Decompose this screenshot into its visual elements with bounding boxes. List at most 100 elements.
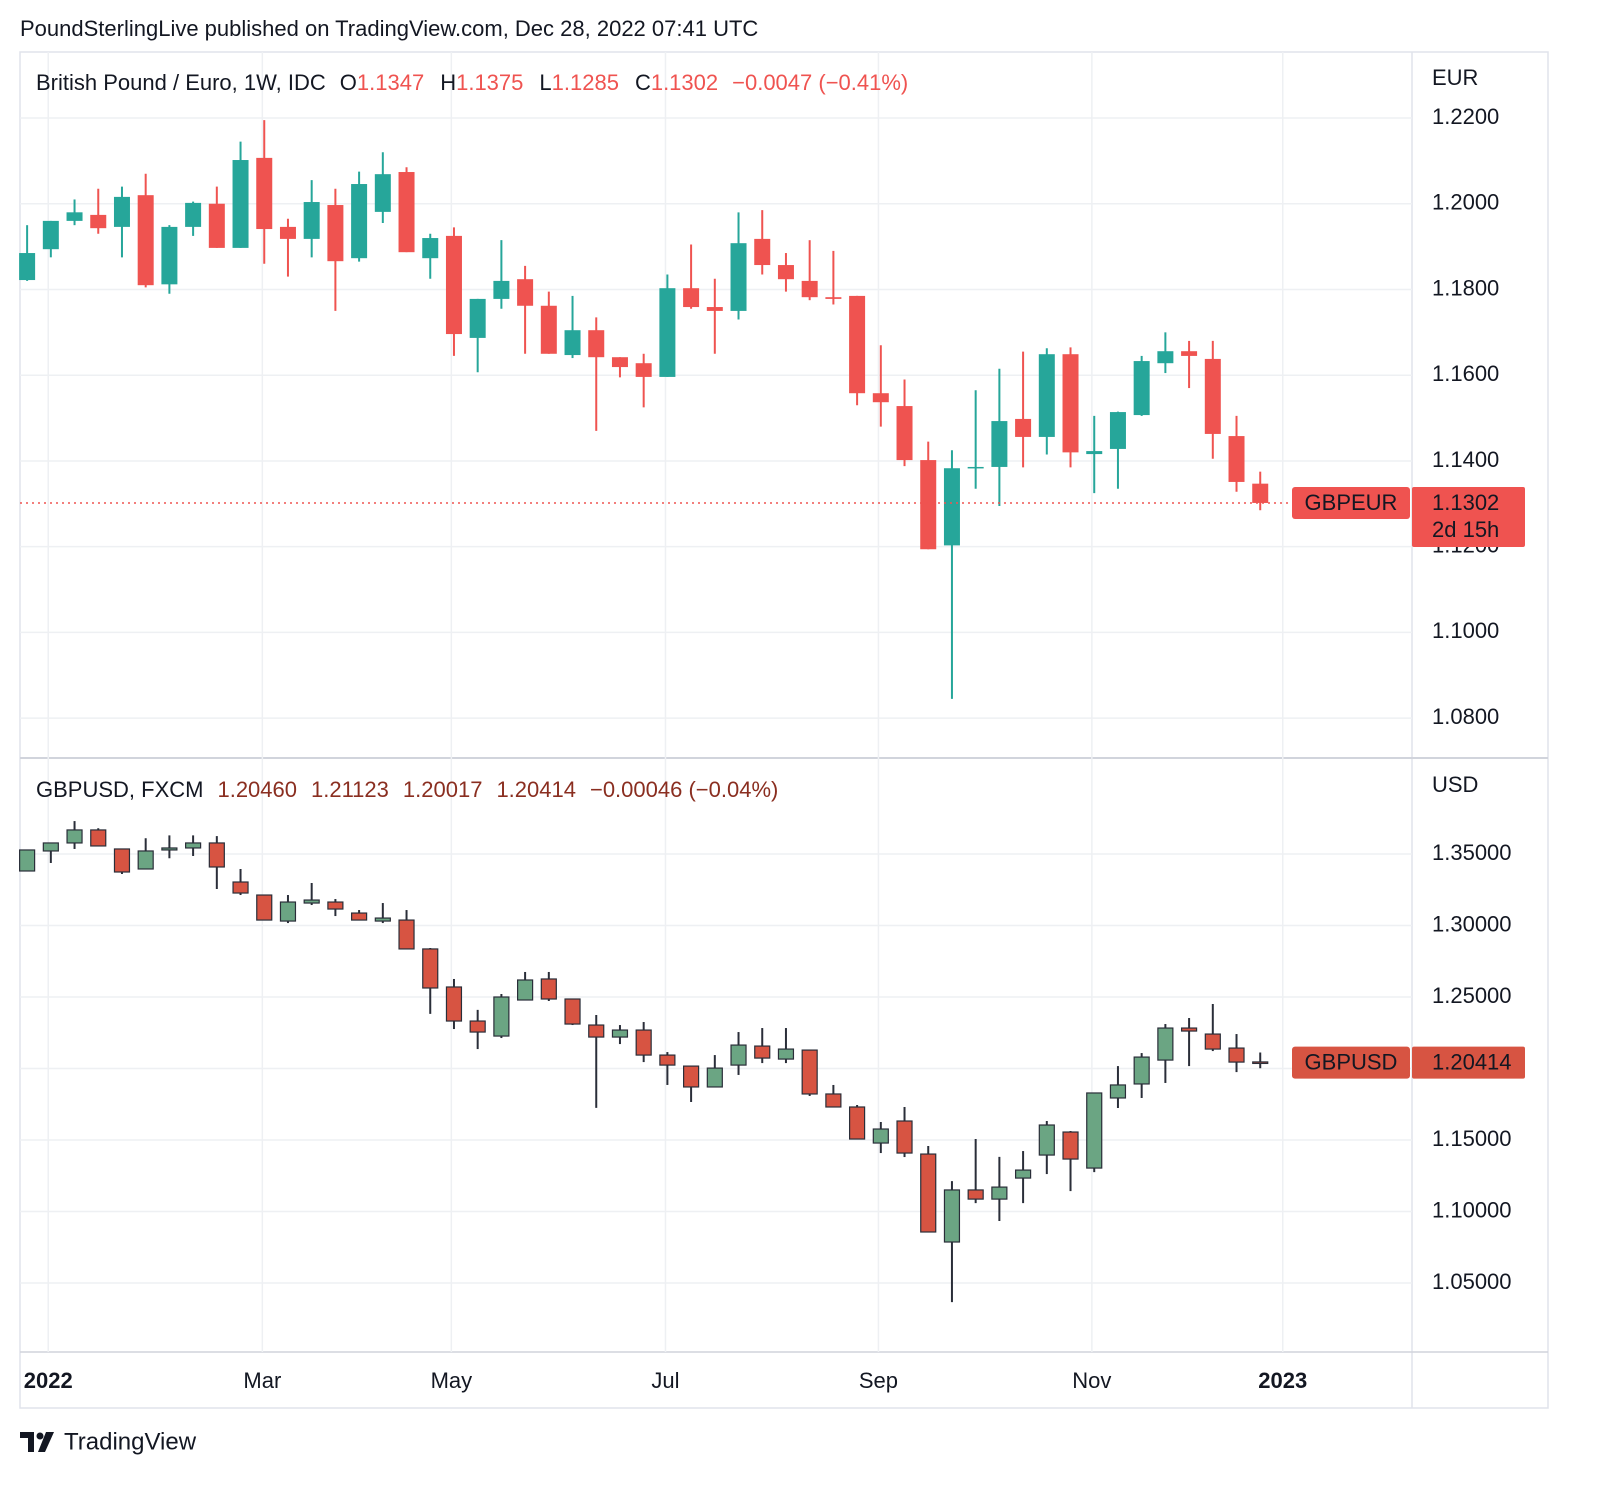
candle-body [469,1020,486,1033]
candle-body [683,288,700,308]
candle-body [517,279,534,306]
price-tag-label: 1.1302 [1432,490,1499,515]
y-tick-label: 1.0800 [1432,704,1499,729]
candle-body [256,894,273,921]
candle-body [683,1065,700,1088]
candle-body [991,1186,1008,1200]
y-tick-label: 1.35000 [1432,840,1512,865]
legend-value: 1.20460 [217,777,297,802]
candle-body [943,468,960,546]
candle-body [896,1120,913,1154]
candle-body [564,998,581,1025]
candle-body [825,1093,842,1108]
candle-body [185,202,202,227]
candle-body [374,917,391,922]
candle-body [848,1106,866,1140]
candle-body [493,996,510,1037]
candle-body [422,948,439,989]
candle-body [1228,1047,1245,1063]
candle-body [801,1049,818,1095]
candle-body [327,901,344,910]
y-tick-label: 1.2000 [1432,190,1499,215]
candle-body [801,280,818,298]
candle-body [42,220,59,250]
candle-body [351,184,368,259]
candle-body [967,1189,984,1200]
candle-body [279,901,297,922]
published-note: PoundSterlingLive published on TradingVi… [20,16,758,41]
candle-body [849,295,866,394]
y-tick-label: 1.1600 [1432,361,1499,386]
candle-body [872,1128,889,1144]
candle-body [611,1029,629,1038]
brand-logo [20,1432,54,1452]
candle-body [754,1045,771,1059]
candle-body [327,205,344,262]
symbol-tag [1292,1046,1410,1079]
x-tick-label: 2023 [1258,1368,1307,1393]
candle-body [920,460,937,550]
candle-body [1086,451,1103,455]
candle-body [469,298,486,338]
candle-body [445,235,462,335]
candle-body [1038,354,1055,437]
candle-body [398,172,415,253]
legend-prefix: C [635,70,651,95]
candle-body [611,357,628,368]
symbol-tag [1292,486,1410,519]
candle-body [967,466,984,469]
candle-body [1062,354,1079,453]
candle-body [161,226,178,285]
candle-body [113,196,130,227]
candle-body [540,305,557,354]
candle-body [185,842,202,849]
candle-body [279,226,296,239]
candle-body [1086,1092,1103,1169]
legend-header: British Pound / Euro, 1W, IDC O1.1347 H1.1… [36,70,908,95]
candle-body [1109,412,1126,449]
candle-body [137,850,154,870]
y-tick-label: 1.10000 [1432,1197,1512,1222]
candle-body [517,979,534,1001]
candle-body [635,1029,652,1056]
candle-body [1204,358,1221,434]
candle-body [991,421,1008,467]
candle-body [777,265,794,280]
symbol-tag-label: GBPEUR [1305,490,1398,515]
candle-body [730,243,747,311]
candle-body [730,1044,747,1066]
candle-body [1180,1027,1198,1032]
candle-body [1157,351,1174,364]
candle-body [564,330,581,356]
symbol-tag-label: GBPUSD [1305,1049,1398,1074]
y-tick-label: 1.05000 [1432,1269,1512,1294]
candle-body [161,847,178,851]
candle-body [659,1054,676,1066]
candle-body [659,288,676,377]
candle-body [303,202,320,239]
candle-body [208,203,225,248]
legend-title: British Pound / Euro, 1W, IDC [36,70,326,95]
candle-body [1133,361,1150,416]
candle-body [706,1067,723,1088]
candle-body [493,280,510,299]
candle-body [19,849,36,872]
x-tick-label: Jul [651,1368,679,1393]
y-tick-label: 1.1400 [1432,447,1499,472]
legend-value: 1.1375 [456,70,523,95]
candle-body [256,157,273,230]
candle-body [635,363,652,377]
legend-value: 1.1302 [651,70,718,95]
candle-body [422,238,439,259]
candle-body [1252,1061,1269,1065]
legend-header: GBPUSD, FXCM 1.20460 1.21123 1.20017 1.20414… [36,777,778,802]
candle-body [1015,418,1032,437]
y-tick-label: 1.30000 [1432,911,1512,936]
candle-body [351,912,368,921]
y-tick-label: 1.1800 [1432,275,1499,300]
price-tag [1412,1046,1525,1079]
candle-body [374,174,391,212]
legend-prefix: O [340,70,357,95]
candle-body [42,842,59,852]
